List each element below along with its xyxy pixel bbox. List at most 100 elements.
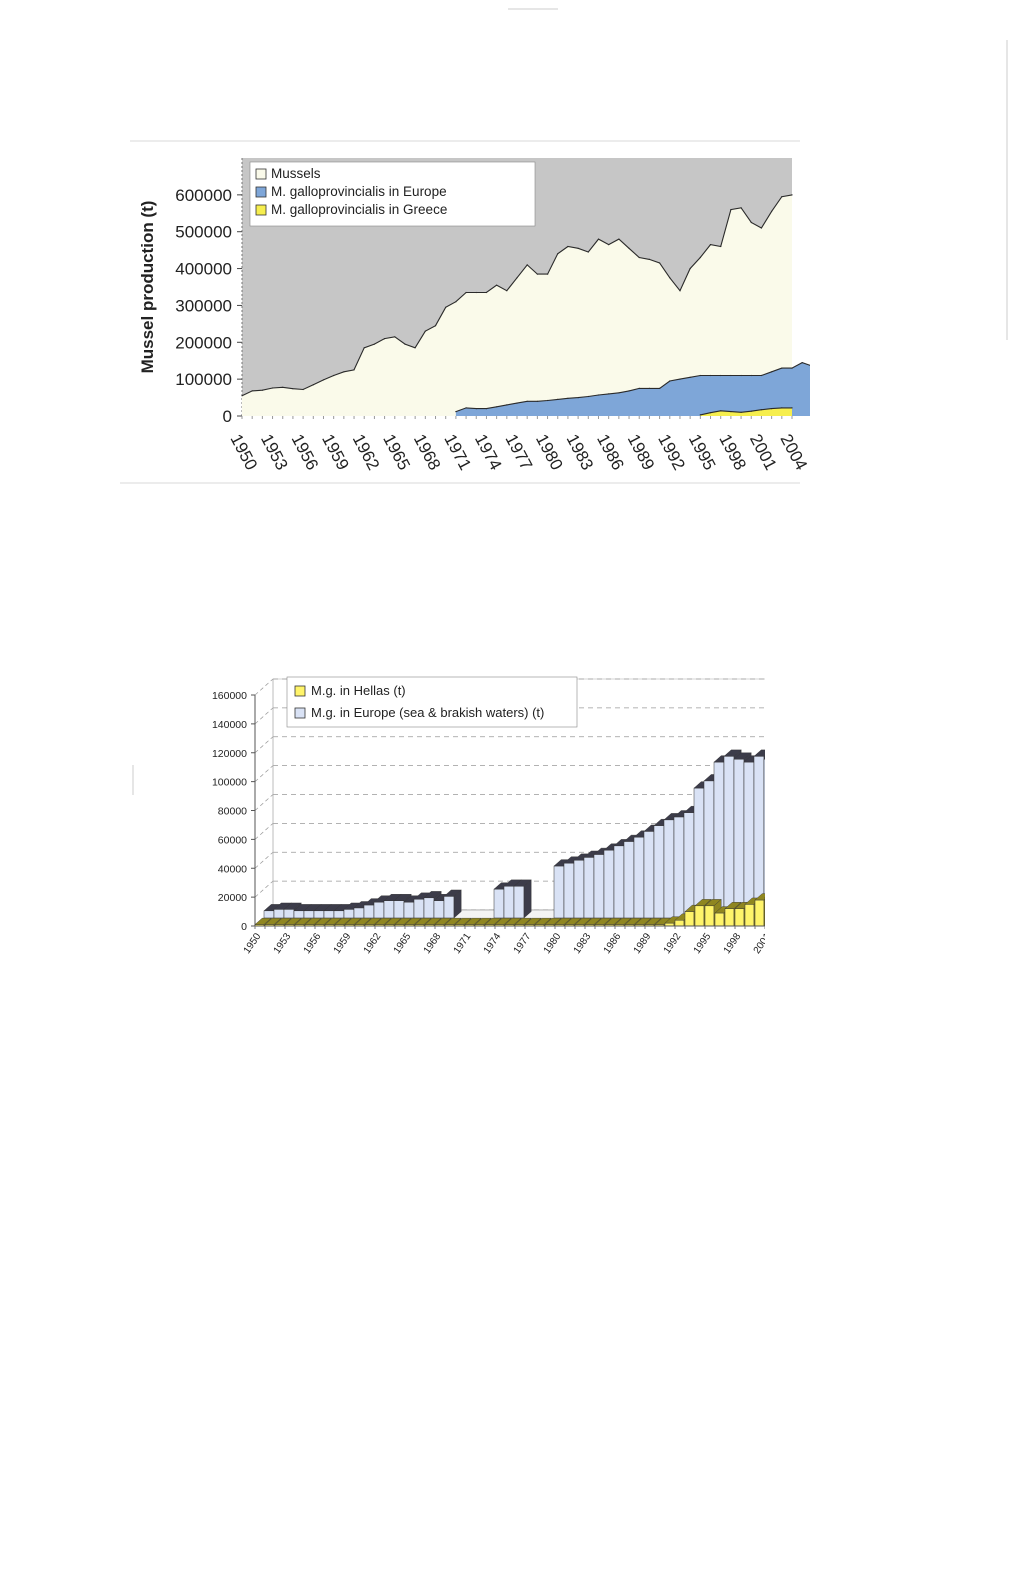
europe-point <box>659 387 661 389</box>
x-tick-label: 2001 <box>746 431 781 473</box>
x-tick-label: 1992 <box>662 931 684 956</box>
europe-bar-front <box>603 849 615 919</box>
gridline-side <box>254 823 274 840</box>
mussels-point <box>506 290 508 292</box>
x-tick-label: 1968 <box>422 931 444 956</box>
europe-bar-front <box>273 909 285 919</box>
europe-point <box>648 387 651 389</box>
europe-bar-front <box>723 756 735 919</box>
x-tick-label: 1980 <box>532 431 567 473</box>
hellas-bar-front <box>704 905 715 927</box>
greece-point <box>720 410 722 412</box>
europe-area <box>455 360 833 416</box>
europe-point <box>536 400 538 402</box>
hellas-bar-front <box>714 912 725 927</box>
legend-europe-label: M. galloprovincialis in Europe <box>271 184 447 199</box>
mussels-point <box>333 374 335 377</box>
europe-point <box>475 408 477 410</box>
area-chart-svg: 600000 500000 400000 300000 200000 100000 0 Mus… <box>120 140 834 484</box>
legend-mussels-label: Mussels <box>271 166 321 181</box>
europe-bar-front <box>363 904 375 919</box>
mussels-point <box>414 347 416 349</box>
mussels-point <box>251 390 253 392</box>
greece-point <box>781 407 783 409</box>
mussels-point <box>322 379 325 381</box>
x-tick-label: 1983 <box>572 931 594 956</box>
x-tick-label: 1956 <box>288 431 323 473</box>
x-tick-label: 1962 <box>362 931 384 956</box>
x-tick-label: 1995 <box>692 931 714 956</box>
europe-bar-side <box>453 889 462 919</box>
mussels-point <box>302 388 304 391</box>
greece-point <box>740 411 742 413</box>
europe-bar <box>513 879 532 919</box>
europe-point <box>760 374 763 377</box>
mussels-point <box>424 330 426 332</box>
mussels-point <box>455 301 457 303</box>
mussels-point <box>791 194 793 196</box>
x-tick-label: 1962 <box>349 431 384 473</box>
hellas-bar-front <box>694 905 705 927</box>
europe-bar-front <box>613 845 625 919</box>
x-tick-label: 1998 <box>715 431 750 473</box>
mussels-point <box>628 247 630 249</box>
legend-hellas-swatch <box>294 685 306 697</box>
mussels-point <box>272 387 274 389</box>
y-tick-label: 500000 <box>175 223 232 242</box>
x-tick-label: 1965 <box>392 931 414 956</box>
europe-point <box>506 404 508 406</box>
gridline-side <box>254 678 274 696</box>
europe-bar <box>763 752 782 919</box>
mussels-point <box>720 245 722 248</box>
europe-point <box>750 374 752 377</box>
x-tick-label: 1980 <box>542 931 564 956</box>
europe-bar-front <box>623 841 635 919</box>
hellas-bar-front <box>684 911 695 927</box>
x-tick-label: 1983 <box>563 431 598 473</box>
mussels-point <box>608 244 610 246</box>
greece-point <box>699 414 701 416</box>
europe-bar-front <box>423 897 435 919</box>
europe-point <box>496 406 498 408</box>
x-tick-label: 1971 <box>440 431 475 473</box>
y-tick-label: 120000 <box>212 748 247 760</box>
x-tick-label: 2001 <box>752 931 765 956</box>
europe-point <box>597 394 600 396</box>
europe-bar-front <box>663 819 675 919</box>
europe-point <box>740 374 742 377</box>
legend-europe-label: M.g. in Europe (sea & brakish waters) (t… <box>311 705 544 720</box>
europe-bar-front <box>383 900 395 919</box>
europe-bar-front <box>563 862 575 919</box>
mussels-point <box>282 386 284 388</box>
y-tick-label: 100000 <box>175 370 232 389</box>
europe-bar-front <box>743 761 755 919</box>
europe-bar-front <box>323 910 335 919</box>
europe-point <box>526 400 528 402</box>
y-tick-label: 60000 <box>218 834 247 846</box>
mussels-point <box>384 338 386 340</box>
europe-point <box>557 398 559 400</box>
europe-bar-front <box>493 888 505 919</box>
x-tick-label: 1953 <box>272 931 294 956</box>
x-tick-label: 1968 <box>410 431 445 473</box>
y-tick-label: 0 <box>223 407 232 426</box>
europe-point <box>618 392 620 394</box>
europe-point <box>547 399 549 402</box>
x-tick-label: 1989 <box>632 931 654 956</box>
mussels-point <box>434 325 437 327</box>
greece-point <box>771 408 773 410</box>
mussels-point <box>343 371 345 373</box>
mussels-point <box>730 209 732 211</box>
legend: Mussels M. galloprovincialis in Europe M. … <box>249 161 536 227</box>
europe-point <box>730 374 732 377</box>
mussels-point <box>597 238 600 240</box>
hellas-bar-front <box>724 908 735 927</box>
europe-point <box>689 376 691 378</box>
greece-point <box>750 410 752 412</box>
mussels-point <box>679 290 681 292</box>
greece-area-outline <box>700 407 792 416</box>
europe-point <box>771 371 773 373</box>
europe-point <box>720 374 722 377</box>
europe-bar-front <box>713 761 725 919</box>
y-tick-label: 140000 <box>212 719 247 731</box>
